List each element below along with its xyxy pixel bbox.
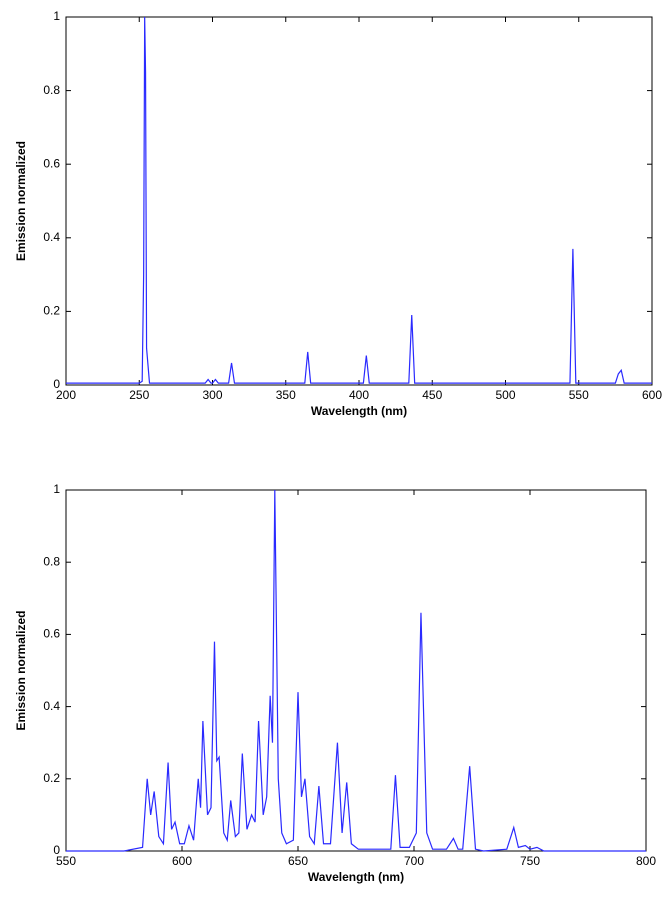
x-tick-label: 550 [56, 854, 76, 868]
x-tick-label: 350 [276, 388, 296, 402]
y-tick-label: 0.6 [43, 156, 60, 170]
y-tick-label: 0.4 [43, 230, 60, 244]
x-tick-label: 550 [569, 388, 589, 402]
y-tick-label: 0.2 [43, 304, 60, 318]
x-tick-label: 750 [520, 854, 540, 868]
x-tick-label: 250 [129, 388, 149, 402]
plot-area [65, 16, 653, 386]
x-tick-label: 450 [422, 388, 442, 402]
x-tick-label: 700 [404, 854, 424, 868]
y-tick-label: 1 [53, 482, 60, 496]
spectrum-line [66, 16, 652, 384]
x-tick-label: 500 [495, 388, 515, 402]
x-tick-label: 300 [202, 388, 222, 402]
y-tick-label: 0.8 [43, 554, 60, 568]
x-tick-label: 400 [349, 388, 369, 402]
y-tick-label: 0 [53, 377, 60, 391]
spectrum-line [66, 489, 646, 852]
x-axis-label: Wavelength (nm) [311, 404, 407, 418]
x-tick-label: 800 [636, 854, 656, 868]
x-tick-label: 200 [56, 388, 76, 402]
x-tick-label: 600 [172, 854, 192, 868]
y-tick-label: 0.2 [43, 771, 60, 785]
x-tick-label: 600 [642, 388, 662, 402]
y-axis-label: Emission normalized [14, 141, 28, 261]
y-tick-label: 1 [53, 9, 60, 23]
x-tick-label: 650 [288, 854, 308, 868]
y-tick-label: 0 [53, 843, 60, 857]
x-axis-label: Wavelength (nm) [308, 870, 404, 884]
y-tick-label: 0.6 [43, 627, 60, 641]
y-tick-label: 0.4 [43, 699, 60, 713]
y-tick-label: 0.8 [43, 83, 60, 97]
plot-area [65, 489, 647, 852]
y-axis-label: Emission normalized [14, 610, 28, 730]
